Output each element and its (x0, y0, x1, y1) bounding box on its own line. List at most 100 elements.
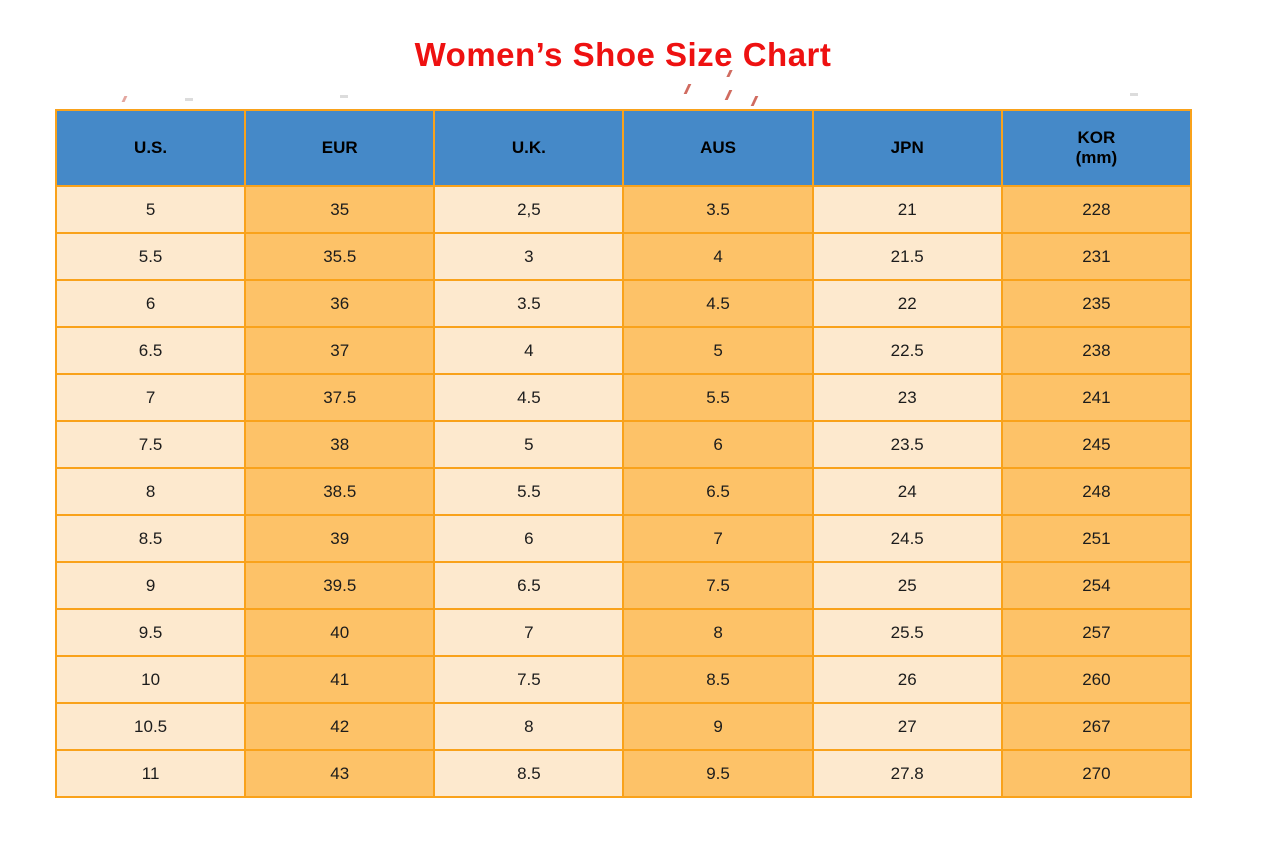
table-cell: 8.5 (433, 749, 625, 798)
table-cell: 5.5 (54, 232, 247, 281)
table-cell: 10.5 (54, 702, 247, 751)
table-row: 8 38.5 5.5 6.5 24 248 (54, 467, 1193, 516)
table-cell: 9.5 (54, 608, 247, 657)
table-row: 9.5 40 7 8 25.5 257 (54, 608, 1193, 657)
table-cell: 5 (622, 326, 814, 375)
table-cell: 9.5 (622, 749, 814, 798)
table-row: 6 36 3.5 4.5 22 235 (54, 279, 1193, 328)
table-row: 7.5 38 5 6 23.5 245 (54, 420, 1193, 469)
table-cell: 257 (1000, 608, 1193, 657)
table-cell: 235 (1000, 279, 1193, 328)
table-cell: 4.5 (622, 279, 814, 328)
table-cell: 254 (1000, 561, 1193, 610)
table-cell: 7.5 (433, 655, 625, 704)
table-row: 5 35 2,5 3.5 21 228 (54, 185, 1193, 234)
table-cell: 4 (622, 232, 814, 281)
watermark-artifact (750, 96, 759, 106)
table-cell: 23 (811, 373, 1003, 422)
header-label: KOR (1077, 128, 1116, 147)
table-row: 6.5 37 4 5 22.5 238 (54, 326, 1193, 375)
table-cell: 7 (433, 608, 625, 657)
table-cell: 27.8 (811, 749, 1003, 798)
table-cell: 6.5 (54, 326, 247, 375)
table-cell: 7.5 (622, 561, 814, 610)
table-cell: 3 (433, 232, 625, 281)
header-label: U.K. (511, 138, 546, 157)
table-cell: 37 (244, 326, 436, 375)
table-cell: 25.5 (811, 608, 1003, 657)
table-cell: 231 (1000, 232, 1193, 281)
table-cell: 26 (811, 655, 1003, 704)
watermark-artifact (340, 95, 348, 98)
table-cell: 260 (1000, 655, 1193, 704)
table-cell: 5 (433, 420, 625, 469)
table-cell: 228 (1000, 185, 1193, 234)
table-cell: 3.5 (433, 279, 625, 328)
table-cell: 8 (622, 608, 814, 657)
header-label: U.S. (134, 138, 168, 157)
table-cell: 6 (622, 420, 814, 469)
table-cell: 5 (54, 185, 247, 234)
table-cell: 25 (811, 561, 1003, 610)
table-cell: 270 (1000, 749, 1193, 798)
table-cell: 38.5 (244, 467, 436, 516)
table-row: 7 37.5 4.5 5.5 23 241 (54, 373, 1193, 422)
shoe-size-table: U.S. EUR U.K. AUS JPN KOR (mm) 5 35 2,5 3.5… (54, 109, 1193, 798)
table-row: 11 43 8.5 9.5 27.8 270 (54, 749, 1193, 798)
header-label: EUR (321, 138, 358, 157)
page-title: Women’s Shoe Size Chart (414, 36, 832, 73)
table-cell: 43 (244, 749, 436, 798)
table-cell: 241 (1000, 373, 1193, 422)
table-row: 9 39.5 6.5 7.5 25 254 (54, 561, 1193, 610)
header-cell-eur: EUR (244, 109, 436, 187)
table-cell: 38 (244, 420, 436, 469)
header-label: JPN (890, 138, 924, 157)
table-row: 10.5 42 8 9 27 267 (54, 702, 1193, 751)
table-cell: 22.5 (811, 326, 1003, 375)
header-cell-aus: AUS (622, 109, 814, 187)
table-cell: 4 (433, 326, 625, 375)
table-cell: 7 (622, 514, 814, 563)
table-row: 5.5 35.5 3 4 21.5 231 (54, 232, 1193, 281)
table-cell: 35 (244, 185, 436, 234)
table-cell: 5.5 (622, 373, 814, 422)
table-cell: 40 (244, 608, 436, 657)
table-cell: 39 (244, 514, 436, 563)
header-cell-kor: KOR (mm) (1000, 109, 1193, 187)
table-cell: 24 (811, 467, 1003, 516)
table-cell: 8.5 (54, 514, 247, 563)
table-cell: 248 (1000, 467, 1193, 516)
table-cell: 245 (1000, 420, 1193, 469)
watermark-artifact (724, 90, 733, 100)
table-cell: 6 (54, 279, 247, 328)
header-cell-uk: U.K. (433, 109, 625, 187)
table-cell: 11 (54, 749, 247, 798)
table-cell: 35.5 (244, 232, 436, 281)
table-cell: 24.5 (811, 514, 1003, 563)
table-cell: 267 (1000, 702, 1193, 751)
table-cell: 6.5 (622, 467, 814, 516)
table-cell: 8 (54, 467, 247, 516)
table-cell: 4.5 (433, 373, 625, 422)
table-cell: 7.5 (54, 420, 247, 469)
watermark-artifact (121, 96, 128, 102)
table-cell: 42 (244, 702, 436, 751)
table-cell: 6.5 (433, 561, 625, 610)
header-cell-us: U.S. (54, 109, 247, 187)
table-cell: 8 (433, 702, 625, 751)
table-cell: 22 (811, 279, 1003, 328)
size-table-body: 5 35 2,5 3.5 21 228 5.5 35.5 3 4 21.5 231 6 36 3.5 4.5 2… (54, 185, 1193, 798)
table-cell: 21.5 (811, 232, 1003, 281)
table-cell: 3.5 (622, 185, 814, 234)
table-cell: 6 (433, 514, 625, 563)
header-row: U.S. EUR U.K. AUS JPN KOR (mm) (54, 109, 1193, 187)
table-cell: 21 (811, 185, 1003, 234)
table-cell: 37.5 (244, 373, 436, 422)
table-cell: 251 (1000, 514, 1193, 563)
table-cell: 36 (244, 279, 436, 328)
header-cell-jpn: JPN (811, 109, 1003, 187)
table-cell: 10 (54, 655, 247, 704)
table-cell: 8.5 (622, 655, 814, 704)
table-row: 10 41 7.5 8.5 26 260 (54, 655, 1193, 704)
table-cell: 9 (54, 561, 247, 610)
